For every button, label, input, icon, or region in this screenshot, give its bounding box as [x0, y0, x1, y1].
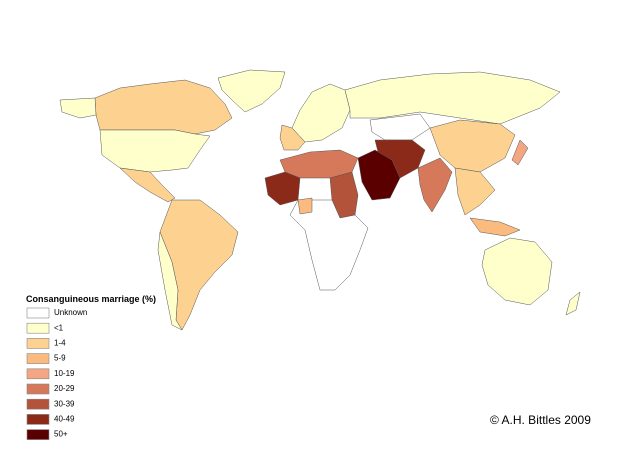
legend-label: 40-49 [54, 415, 75, 424]
legend: Consanguineous marriage (%) Unknown <1 1-4… [26, 294, 156, 440]
legend-swatch [26, 353, 50, 364]
legend-swatch [26, 322, 50, 334]
legend-label: Unknown [54, 308, 87, 317]
legend-label: 1-4 [54, 339, 66, 348]
legend-swatch [26, 383, 50, 395]
region [297, 197, 313, 215]
legend-label: 5-9 [54, 354, 66, 363]
region [429, 119, 516, 173]
legend-swatch [26, 414, 50, 425]
credit: © A.H. Bittles 2009 [490, 413, 591, 427]
region [374, 139, 426, 179]
region [99, 129, 211, 173]
region [565, 291, 581, 316]
legend-swatch [26, 368, 50, 380]
region [469, 217, 521, 237]
region [289, 199, 369, 291]
region [291, 83, 351, 143]
region [94, 79, 233, 135]
legend-title: Consanguineous marriage (%) [26, 294, 156, 304]
legend-swatch [26, 307, 50, 319]
region [279, 124, 306, 151]
region [157, 231, 183, 331]
region [217, 69, 286, 113]
world-map [59, 69, 581, 331]
legend-label: <1 [54, 323, 64, 332]
region [454, 167, 496, 216]
region [344, 71, 561, 125]
region [481, 237, 553, 306]
legend-swatch [26, 429, 50, 440]
region [119, 167, 176, 203]
legend-swatch [26, 338, 50, 349]
region [59, 97, 97, 119]
legend-label: 20-29 [54, 384, 75, 393]
region [511, 139, 529, 166]
region [417, 157, 453, 213]
legend-label: 50+ [54, 430, 68, 439]
legend-swatch [26, 398, 50, 410]
legend-label: 30-39 [54, 399, 75, 408]
legend-label: 10-19 [54, 369, 75, 378]
region [264, 171, 301, 206]
